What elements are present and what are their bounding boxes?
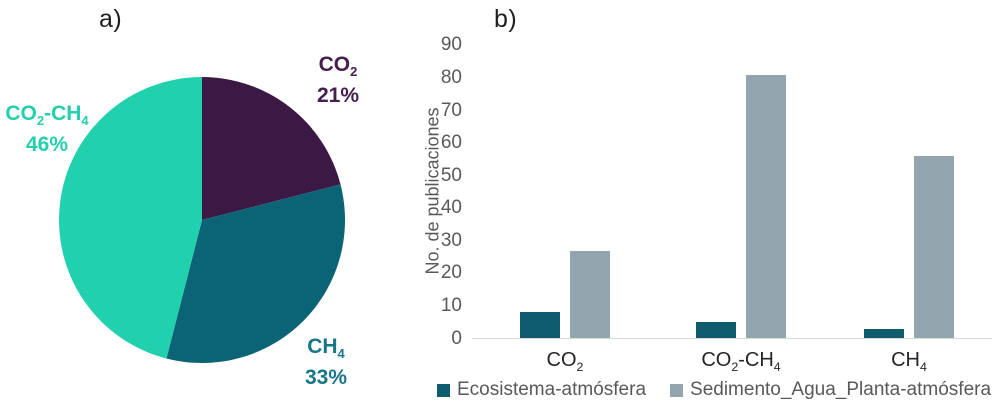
legend-label-ecosistema: Ecosistema-atmósfera: [457, 379, 647, 400]
legend-swatch-sedimento: [670, 383, 684, 397]
bar-ecosistema-cat2: [864, 328, 904, 339]
pie-label-ch4: CH4 33%: [287, 335, 365, 390]
y-tick-90: 90: [440, 34, 462, 56]
pie-label-co2ch4-value: 46%: [25, 133, 69, 157]
y-tick-10: 10: [440, 294, 462, 316]
bar-sedimento-cat2: [914, 156, 954, 339]
category-label-2: CH4: [891, 349, 927, 374]
category-label-1: CO2-CH4: [701, 349, 781, 374]
legend-label-sedimento: Sedimento_Agua_Planta-atmósfera: [690, 379, 992, 400]
pie-label-co2ch4-name: CO2-CH4: [5, 102, 89, 129]
panel-b-title: b): [494, 5, 518, 33]
pie-label-co2-name: CO2: [318, 53, 358, 80]
category-label-0: CO2: [546, 349, 584, 374]
bar-sedimento-cat0: [570, 250, 610, 339]
pie-label-ch4-value: 33%: [304, 366, 348, 390]
y-tick-60: 60: [440, 132, 462, 154]
pie-label-ch4-name: CH4: [307, 335, 345, 362]
pie-slice-1: [166, 184, 345, 363]
pie-slice-2: [59, 77, 202, 359]
legend-item-ecosistema: Ecosistema-atmósfera: [437, 379, 646, 401]
chart-legend: Ecosistema-atmósfera Sedimento_Agua_Plan…: [437, 379, 991, 401]
pie-slice-0: [202, 77, 341, 220]
legend-swatch-ecosistema: [437, 383, 450, 397]
bar-ecosistema-cat0: [520, 312, 560, 339]
legend-item-sedimento: Sedimento_Agua_Planta-atmósfera: [670, 379, 991, 401]
y-tick-80: 80: [440, 67, 462, 89]
y-tick-30: 30: [440, 229, 462, 251]
pie-chart: [59, 77, 345, 363]
pie-label-co2-value: 21%: [316, 84, 360, 108]
bar-sedimento-cat1: [746, 74, 786, 339]
pie-label-co2: CO2 21%: [299, 53, 377, 108]
x-axis-line: [472, 338, 992, 339]
y-tick-40: 40: [440, 197, 462, 219]
y-tick-20: 20: [440, 262, 462, 284]
y-tick-0: 0: [451, 327, 462, 349]
y-tick-50: 50: [440, 164, 462, 186]
panel-a-title: a): [99, 5, 123, 33]
y-tick-70: 70: [440, 99, 462, 121]
pie-label-co2ch4: CO2-CH4 46%: [0, 102, 94, 157]
bar-ecosistema-cat1: [696, 322, 736, 339]
